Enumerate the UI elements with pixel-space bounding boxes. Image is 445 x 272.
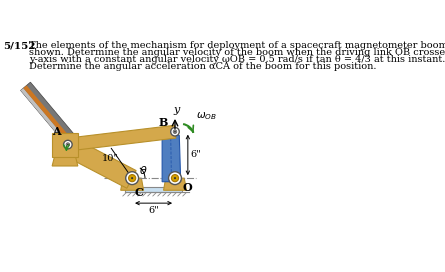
Text: 10": 10" <box>102 154 119 163</box>
Text: 6": 6" <box>190 150 201 159</box>
Circle shape <box>174 177 176 179</box>
Circle shape <box>125 172 138 185</box>
Bar <box>125 187 182 192</box>
Polygon shape <box>121 178 144 190</box>
Circle shape <box>64 140 72 149</box>
Polygon shape <box>164 178 186 190</box>
Text: y-axis with a constant angular velocity ωOB = 0.5 rad/s if tan θ = 4/3 at this i: y-axis with a constant angular velocity … <box>28 55 445 64</box>
Circle shape <box>169 172 182 185</box>
Text: A: A <box>52 126 61 137</box>
Circle shape <box>171 127 179 136</box>
Text: 6": 6" <box>148 206 159 215</box>
Polygon shape <box>20 82 77 145</box>
Polygon shape <box>63 137 136 188</box>
Text: y: y <box>173 104 179 115</box>
Circle shape <box>174 131 176 132</box>
Circle shape <box>173 130 177 134</box>
Polygon shape <box>23 85 73 143</box>
Polygon shape <box>52 154 78 166</box>
Text: The elements of the mechanism for deployment of a spacecraft magnetometer boom a: The elements of the mechanism for deploy… <box>28 41 445 50</box>
Circle shape <box>66 143 69 146</box>
Text: B: B <box>158 117 168 128</box>
Text: $\omega_{OB}$: $\omega_{OB}$ <box>196 110 217 122</box>
Polygon shape <box>67 125 176 151</box>
Polygon shape <box>52 133 78 157</box>
Text: O: O <box>182 182 192 193</box>
Circle shape <box>171 175 178 182</box>
Circle shape <box>67 144 69 146</box>
Text: shown. Determine the angular velocity of the boom when the driving link OB cross: shown. Determine the angular velocity of… <box>28 48 445 57</box>
Text: C: C <box>134 187 143 198</box>
Text: 5/152: 5/152 <box>4 41 36 50</box>
Text: Determine the angular acceleration αCA of the boom for this position.: Determine the angular acceleration αCA o… <box>28 63 376 72</box>
Text: $\theta$: $\theta$ <box>139 163 148 175</box>
Circle shape <box>131 177 133 179</box>
Circle shape <box>129 175 136 182</box>
Polygon shape <box>20 88 69 145</box>
Polygon shape <box>162 135 181 182</box>
